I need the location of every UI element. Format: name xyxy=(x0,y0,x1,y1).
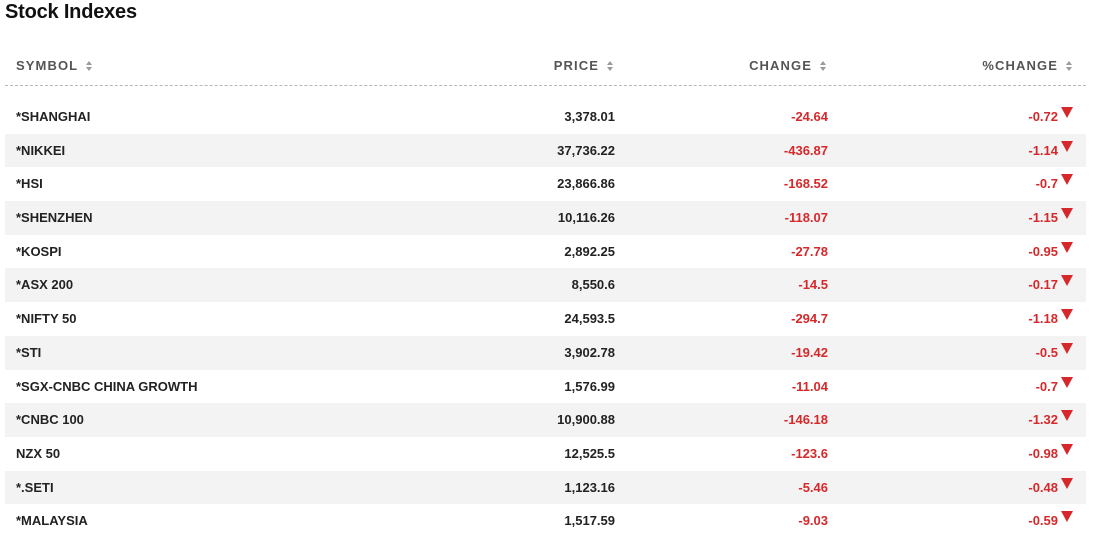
change-value: -118.07 xyxy=(784,210,828,226)
symbol-link[interactable]: *SGX-CNBC CHINA GROWTH xyxy=(16,378,198,394)
pct-change-value: -0.72 xyxy=(1028,109,1058,124)
table-row: *SHENZHEN 10,116.26 -118.07 -1.15 xyxy=(5,201,1086,235)
pct-change-value: -1.32 xyxy=(1028,412,1058,428)
price-value: 3,378.01 xyxy=(564,109,615,124)
pct-change-value: -1.14 xyxy=(1028,142,1058,158)
change-value: -436.87 xyxy=(783,142,828,158)
down-arrow-icon xyxy=(1061,342,1073,354)
table-row: *HSI 23,866.86 -168.52 -0.7 xyxy=(5,167,1086,201)
down-arrow-icon xyxy=(1061,275,1073,287)
symbol-link[interactable]: *MALAYSIA xyxy=(16,513,88,529)
sort-icon[interactable] xyxy=(607,60,613,71)
down-arrow-icon xyxy=(1061,107,1073,118)
stock-indexes-table: SYMBOL PRICE CHANGE %CHANGE *SHANGHAI 3,… xyxy=(5,47,1086,538)
pct-change-value: -0.59 xyxy=(1028,513,1058,529)
table-row: *MALAYSIA 1,517.59 -9.03 -0.59 xyxy=(5,504,1086,538)
symbol-link[interactable]: *NIFTY 50 xyxy=(16,311,77,327)
table-row: *ASX 200 8,550.6 -14.5 -0.17 xyxy=(5,268,1086,303)
symbol-link[interactable]: *.SETI xyxy=(16,479,54,495)
price-value: 24,593.5 xyxy=(564,311,615,327)
column-header-pct-change-label: %CHANGE xyxy=(982,58,1058,73)
down-arrow-icon xyxy=(1061,208,1073,220)
column-header-price-label: PRICE xyxy=(553,58,599,73)
down-arrow-icon xyxy=(1061,410,1073,422)
change-value: -19.42 xyxy=(791,344,828,360)
symbol-link[interactable]: *NIKKEI xyxy=(16,142,66,158)
change-value: -24.64 xyxy=(791,109,828,124)
change-value: -27.78 xyxy=(791,243,828,259)
column-header-price[interactable]: PRICE xyxy=(554,58,613,73)
symbol-link[interactable]: *KOSPI xyxy=(16,243,62,259)
pct-change-value: -1.18 xyxy=(1028,311,1058,327)
pct-change-value: -0.98 xyxy=(1028,445,1058,461)
change-value: -294.7 xyxy=(791,311,828,327)
page-title: Stock Indexes xyxy=(5,1,137,23)
change-value: -123.6 xyxy=(791,445,828,461)
down-arrow-icon xyxy=(1061,241,1073,253)
table-row: *CNBC 100 10,900.88 -146.18 -1.32 xyxy=(5,403,1086,437)
down-arrow-icon xyxy=(1061,376,1073,388)
price-value: 23,866.86 xyxy=(557,176,615,192)
pct-change-value: -0.95 xyxy=(1028,243,1058,259)
symbol-link[interactable]: *SHENZHEN xyxy=(16,210,93,226)
table-row: *SGX-CNBC CHINA GROWTH 1,576.99 -11.04 -… xyxy=(5,370,1086,404)
symbol-link[interactable]: *HSI xyxy=(16,176,43,192)
change-value: -14.5 xyxy=(798,277,828,293)
sort-icon[interactable] xyxy=(1066,60,1072,71)
change-value: -5.46 xyxy=(798,479,828,495)
table-row: *KOSPI 2,892.25 -27.78 -0.95 xyxy=(5,235,1086,269)
price-value: 10,116.26 xyxy=(557,210,615,226)
down-arrow-icon xyxy=(1061,443,1073,455)
table-row: *.SETI 1,123.16 -5.46 -0.48 xyxy=(5,470,1086,505)
change-value: -146.18 xyxy=(783,412,828,428)
down-arrow-icon xyxy=(1061,477,1073,489)
symbol-link[interactable]: *ASX 200 xyxy=(16,277,74,293)
price-value: 1,576.99 xyxy=(564,378,615,394)
pct-change-value: -1.15 xyxy=(1028,210,1058,226)
change-value: -11.04 xyxy=(791,378,828,394)
price-value: 2,892.25 xyxy=(564,243,615,259)
pct-change-value: -0.5 xyxy=(1035,344,1058,360)
price-value: 1,517.59 xyxy=(564,513,615,529)
sort-icon[interactable] xyxy=(86,60,93,71)
table-row: *STI 3,902.78 -19.42 -0.5 xyxy=(5,335,1086,370)
down-arrow-icon xyxy=(1061,511,1073,523)
price-value: 37,736.22 xyxy=(557,142,615,158)
pct-change-value: -0.48 xyxy=(1028,479,1058,495)
sort-icon[interactable] xyxy=(820,60,826,71)
table-row: *SHANGHAI 3,378.01 -24.64 -0.72 xyxy=(5,100,1086,134)
price-value: 8,550.6 xyxy=(571,277,615,293)
symbol-link[interactable]: NZX 50 xyxy=(16,445,61,461)
column-header-change[interactable]: CHANGE xyxy=(749,58,826,73)
table-row: *NIKKEI 37,736.22 -436.87 -1.14 xyxy=(5,133,1086,168)
symbol-link[interactable]: *STI xyxy=(16,344,42,360)
table-row: *NIFTY 50 24,593.5 -294.7 -1.18 xyxy=(5,302,1086,336)
column-header-pct-change[interactable]: %CHANGE xyxy=(982,58,1072,73)
price-value: 10,900.88 xyxy=(557,412,615,428)
price-value: 3,902.78 xyxy=(564,344,615,360)
down-arrow-icon xyxy=(1061,309,1073,321)
symbol-link[interactable]: *SHANGHAI xyxy=(16,109,91,124)
pct-change-value: -0.17 xyxy=(1028,277,1058,293)
column-header-change-label: CHANGE xyxy=(749,58,812,73)
pct-change-value: -0.7 xyxy=(1035,378,1058,394)
down-arrow-icon xyxy=(1061,174,1073,186)
change-value: -168.52 xyxy=(783,176,828,192)
down-arrow-icon xyxy=(1061,140,1073,152)
table-header: SYMBOL PRICE CHANGE %CHANGE xyxy=(5,47,1086,86)
symbol-link[interactable]: *CNBC 100 xyxy=(16,412,84,428)
price-value: 1,123.16 xyxy=(564,479,615,495)
change-value: -9.03 xyxy=(798,513,828,529)
column-header-symbol[interactable]: SYMBOL xyxy=(16,58,93,73)
column-header-symbol-label: SYMBOL xyxy=(16,58,79,73)
table-body: *SHANGHAI 3,378.01 -24.64 -0.72 *NIKKEI … xyxy=(5,100,1086,538)
price-value: 12,525.5 xyxy=(564,445,615,461)
table-row: NZX 50 12,525.5 -123.6 -0.98 xyxy=(5,437,1086,471)
pct-change-value: -0.7 xyxy=(1035,176,1058,192)
